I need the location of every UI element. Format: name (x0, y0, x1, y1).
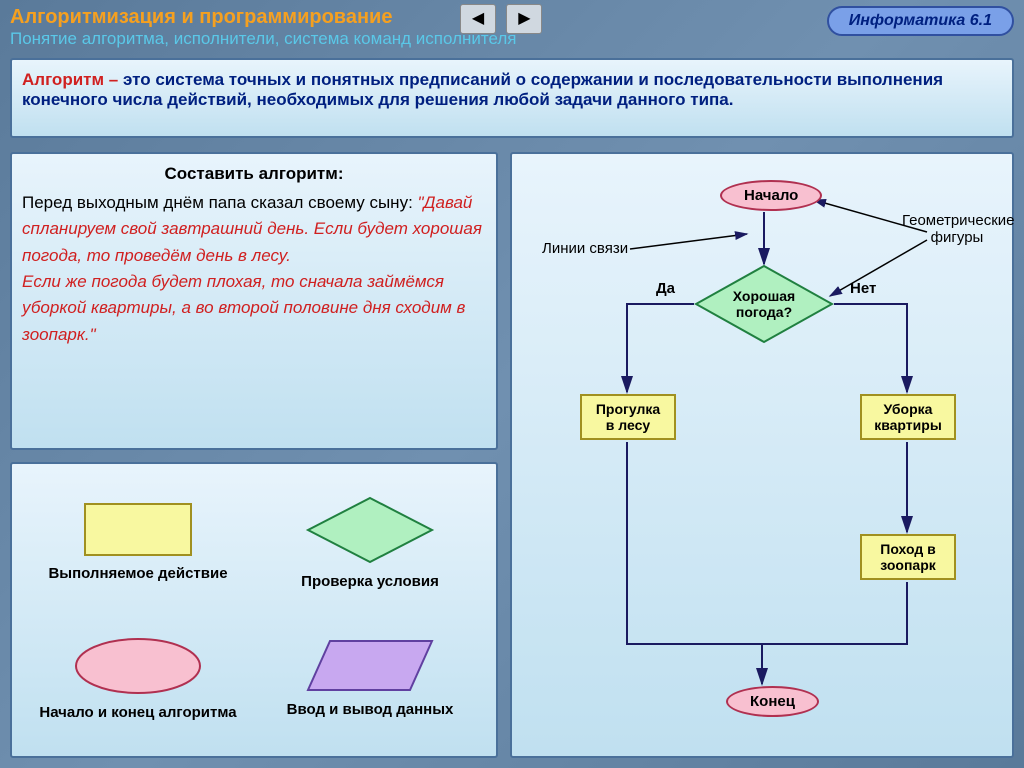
definition-text: это система точных и понятных предписани… (22, 70, 943, 109)
flowchart-panel: Начало Хорошая погода? Да Нет Прогулка в… (510, 152, 1014, 758)
definition-term: Алгоритм – (22, 70, 123, 89)
legend-diamond: Проверка условия (254, 474, 486, 610)
nav-buttons: ◀ ▶ (460, 4, 548, 34)
legend-diamond-label: Проверка условия (301, 573, 439, 590)
next-button[interactable]: ▶ (506, 4, 542, 34)
flow-clean: Уборка квартиры (860, 394, 956, 440)
course-badge: Информатика 6.1 (827, 6, 1014, 36)
legend-panel: Выполняемое действие Проверка условия На… (10, 462, 498, 758)
flow-walk: Прогулка в лесу (580, 394, 676, 440)
legend-parallelogram: Ввод и вывод данных (254, 610, 486, 746)
legend-parallelogram-label: Ввод и вывод данных (287, 701, 454, 718)
task-panel: Составить алгоритм: Перед выходным днём … (10, 152, 498, 450)
task-intro: Перед выходным днём папа сказал своему с… (22, 193, 418, 212)
flow-end: Конец (726, 686, 819, 717)
legend-rect: Выполняемое действие (22, 474, 254, 610)
prev-button[interactable]: ◀ (460, 4, 496, 34)
flow-decision-text: Хорошая погода? (729, 288, 799, 320)
flow-no: Нет (850, 280, 876, 297)
parallelogram-icon (305, 638, 435, 693)
flow-zoo: Поход в зоопарк (860, 534, 956, 580)
flow-decision: Хорошая погода? (694, 264, 834, 344)
ellipse-icon (73, 636, 203, 696)
annot-shapes: Геометрические фигуры (902, 212, 1012, 246)
rectangle-icon (83, 502, 193, 557)
definition-panel: Алгоритм – это система точных и понятных… (10, 58, 1014, 138)
task-title: Составить алгоритм: (22, 164, 486, 184)
flow-start: Начало (720, 180, 822, 211)
annot-lines: Линии связи (542, 240, 628, 257)
legend-ellipse-label: Начало и конец алгоритма (39, 704, 236, 721)
legend-ellipse: Начало и конец алгоритма (22, 610, 254, 746)
diamond-icon (305, 495, 435, 565)
flow-yes: Да (656, 280, 675, 297)
task-quote: "Давай спланируем свой завтрашний день. … (22, 193, 482, 344)
legend-rect-label: Выполняемое действие (48, 565, 227, 582)
